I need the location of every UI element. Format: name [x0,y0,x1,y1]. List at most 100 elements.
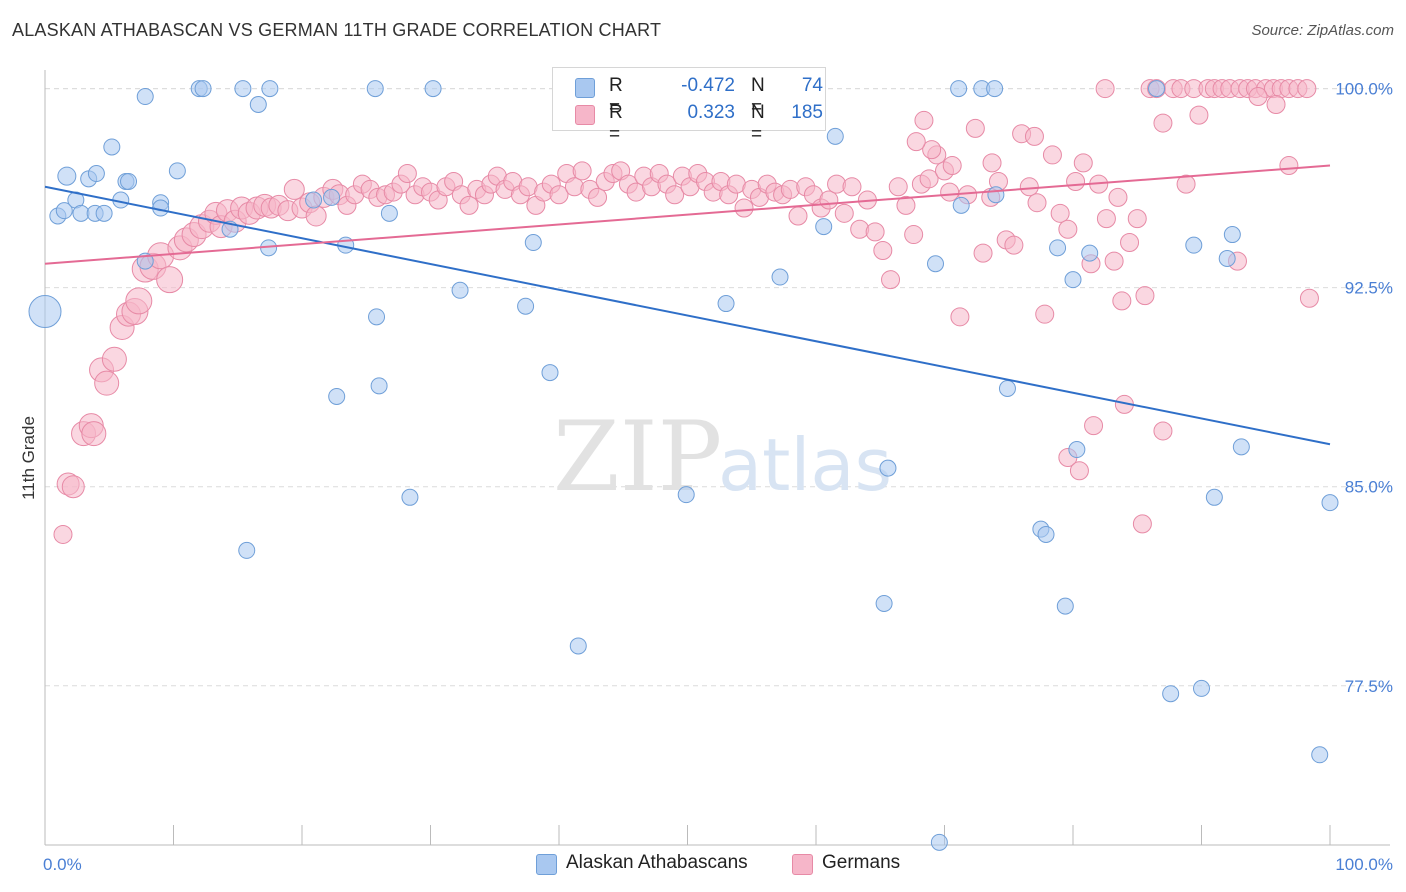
bottom-legend-swatch-pink [792,854,813,875]
german-point [734,198,754,218]
german-point [101,346,127,372]
german-point [1024,126,1044,146]
german-point [1135,286,1155,306]
german-point [1027,193,1047,213]
german-point [940,182,960,202]
legend-n-label: N = [751,102,765,145]
german-point [572,161,592,181]
trend-lines [44,164,1331,446]
german-point [549,185,569,205]
athabascan-point [517,297,535,315]
athabascan-point [424,80,442,98]
legend-r-label: R = [609,102,623,145]
german-point [459,195,479,215]
athabascan-point [541,364,559,382]
german-point [1066,171,1086,191]
legend-swatch-pink [575,105,595,125]
y-tick-label: 100.0% [1335,80,1393,99]
y-axis-label: 11th Grade [19,416,38,500]
german-point [1153,113,1173,133]
german-point [1050,203,1070,223]
german-point [1132,514,1152,534]
german-point [156,266,184,294]
athabascan-point [72,204,90,222]
athabascan-point [826,127,844,145]
german-point [1189,105,1209,125]
athabascan-point [95,204,113,222]
legend-n-value: 74 [801,75,823,96]
german-point [950,307,970,327]
x-tick-label: 0.0% [43,855,82,874]
athabascan-point [103,138,121,156]
athabascan-point [1068,441,1086,459]
german-point [125,287,153,315]
x-tick-label: 100.0% [1335,855,1393,874]
athabascan-point [1081,244,1099,262]
athabascan-point [451,281,469,299]
german-point [896,195,916,215]
athabascan-point [234,80,252,98]
german-point [1266,95,1286,115]
german-point [888,177,908,197]
german-point [1096,209,1116,229]
german-point [819,190,839,210]
german-point [873,240,893,260]
athabascan-point [987,186,1005,204]
athabascan-point [879,459,897,477]
german-point [1084,416,1104,436]
athabascan-point [194,80,212,98]
athabascan-point [717,295,735,313]
german-point [919,169,939,189]
german-point [81,421,107,447]
german-point [834,203,854,223]
athabascan-point [120,172,138,190]
athabascan-point [370,377,388,395]
german-point [1299,288,1319,308]
german-point [1297,79,1317,99]
german-point [305,205,327,227]
german-point [1019,177,1039,197]
legend-r-label: R = [609,75,623,118]
source-label: Source: ZipAtlas.com [1251,22,1394,39]
german-point [982,153,1002,173]
y-tick-label: 77.5% [1345,677,1393,696]
athabascan-point [1185,236,1203,254]
athabascan-point [677,486,695,504]
watermark-zip: ZIP [553,401,722,513]
german-point [283,178,305,200]
athabascan-point [1162,685,1180,703]
german-point [397,164,417,184]
german-trend-line [44,164,1331,265]
athabascan-point [927,255,945,273]
athabascan-point [1064,271,1082,289]
german-point [1108,187,1128,207]
athabascan-point [261,80,279,98]
athabascan-point [249,96,267,114]
athabascan-point [1311,746,1329,764]
german-point [1069,461,1089,481]
athabascan-point [328,387,346,405]
athabascan-point [815,218,833,236]
german-point [1073,153,1093,173]
german-point [1035,304,1055,324]
athabascan-point [380,204,398,222]
athabascan-point [238,541,256,559]
athabascan-point [524,234,542,252]
athabascan-point [771,268,789,286]
german-point [788,206,808,226]
german-point [1058,219,1078,239]
axes [44,70,1390,846]
athabascan-point [1037,525,1055,543]
athabascan-point [1205,488,1223,506]
athabascan-point [136,88,154,106]
y-tick-label: 92.5% [1345,279,1393,298]
athabascan-point [1223,226,1241,244]
german-point [53,524,73,544]
german-point [1279,156,1299,176]
correlation-legend: R = -0.472 N = 74 R = 0.323 N = 185 [552,67,826,145]
legend-n-value: 185 [791,102,823,123]
athabascan-point [1218,249,1236,267]
german-point [1127,209,1147,229]
athabascan-point [366,80,384,98]
